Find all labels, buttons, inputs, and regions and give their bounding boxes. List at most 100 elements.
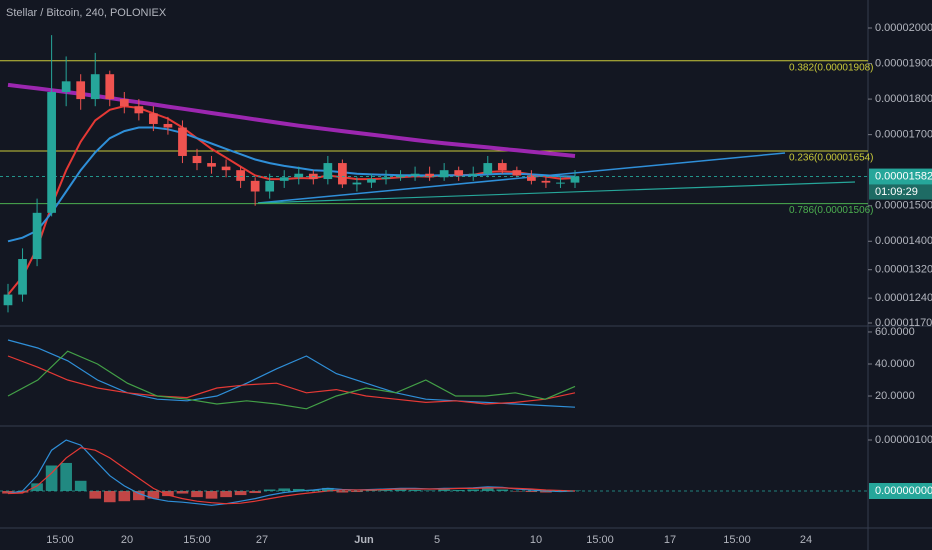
- time-label: 15:00: [586, 534, 614, 546]
- candle-body: [149, 113, 158, 124]
- time-label: 15:00: [723, 534, 751, 546]
- histogram-bar: [263, 489, 276, 491]
- candle-body: [221, 166, 231, 171]
- candle-body: [425, 173, 434, 178]
- candle-body: [381, 177, 391, 180]
- histogram-bar: [380, 489, 392, 491]
- y-tick-label: 0.00001500: [875, 200, 932, 212]
- histogram-bar: [162, 490, 174, 497]
- histogram-bar: [409, 489, 421, 491]
- y-tick-label: 0.00001700: [875, 129, 932, 141]
- fib-label: 0.786(0.00001506): [789, 205, 874, 216]
- candle-body: [294, 173, 304, 178]
- candle-body: [178, 127, 187, 156]
- time-label: 17: [664, 534, 676, 546]
- histogram-bar: [16, 490, 29, 493]
- candle-body: [468, 173, 478, 176]
- histogram-bar: [540, 490, 552, 493]
- time-label: 15:00: [183, 534, 211, 546]
- candle-body: [119, 99, 129, 107]
- time-label: 20: [121, 534, 133, 546]
- candle-body: [396, 175, 405, 178]
- line: [7, 126, 576, 243]
- candle-body: [367, 179, 376, 183]
- y-tick-label: 0.00001320: [875, 264, 932, 276]
- last-value-box: [869, 482, 932, 499]
- histogram-bar: [205, 490, 218, 499]
- candle-body: [32, 212, 42, 260]
- histogram-bar: [249, 490, 261, 494]
- histogram-bar: [191, 490, 203, 498]
- histogram-bar: [423, 490, 436, 491]
- line: [7, 339, 576, 408]
- y-tick-label: 0.00001170: [875, 317, 932, 329]
- candle-body: [338, 163, 347, 185]
- line: [7, 355, 576, 405]
- last-value-label: 0.00001582: [875, 170, 932, 182]
- candle-body: [541, 180, 551, 183]
- histogram-bar: [45, 465, 58, 491]
- line: [7, 439, 576, 506]
- histogram-bar: [89, 490, 102, 499]
- y-tick-label: 0.00001240: [875, 292, 932, 304]
- histogram-bar: [351, 490, 363, 493]
- trend-line: [257, 181, 856, 204]
- histogram-bar: [525, 490, 538, 493]
- line: [7, 105, 576, 296]
- candle-body: [352, 182, 362, 185]
- candle-body: [76, 81, 86, 100]
- y-tick-label: 0.00000100: [875, 434, 932, 446]
- histogram-bar: [31, 483, 43, 491]
- histogram-bar: [452, 489, 465, 491]
- last-value-box: [869, 168, 932, 185]
- candle-body: [47, 91, 56, 213]
- candle-body: [18, 259, 27, 295]
- y-tick-label: 0.00001800: [875, 93, 932, 105]
- time-label: 10: [530, 534, 542, 546]
- line: [7, 350, 576, 410]
- candle-body: [134, 106, 144, 114]
- line: [7, 82, 576, 158]
- time-label: 15:00: [46, 534, 74, 546]
- candle-body: [90, 74, 100, 100]
- candle-body: [323, 163, 333, 180]
- histogram-bar: [394, 488, 407, 491]
- histogram-bar: [496, 489, 509, 491]
- candle-body: [207, 163, 216, 167]
- histogram-bar: [292, 488, 305, 491]
- y-tick-label: 0.00001900: [875, 57, 932, 69]
- candle-body: [454, 170, 464, 176]
- candle-body: [236, 170, 245, 181]
- histogram-bar: [278, 488, 291, 491]
- trend-line: [257, 152, 786, 204]
- histogram-bar: [74, 480, 87, 491]
- candle-body: [439, 170, 449, 178]
- candle-body: [483, 163, 493, 174]
- histogram-bar: [147, 490, 160, 499]
- fib-label: 0.236(0.00001654): [789, 153, 874, 164]
- y-tick-label: 20.0000: [875, 390, 915, 402]
- candle-body: [570, 176, 580, 183]
- candle-body: [527, 175, 536, 181]
- histogram-bar: [467, 489, 480, 491]
- candle-body: [250, 180, 260, 192]
- candle-body: [556, 182, 565, 184]
- candle-body: [192, 155, 202, 164]
- countdown: 01:09:29: [875, 186, 918, 198]
- candle-body: [410, 173, 420, 176]
- fib-label: 0.382(0.00001908): [789, 62, 874, 73]
- histogram-bar: [133, 490, 145, 501]
- candle-body: [105, 74, 115, 100]
- histogram-bar: [438, 489, 450, 491]
- candle-body: [265, 180, 275, 192]
- histogram-bar: [234, 490, 247, 496]
- y-tick-label: 60.0000: [875, 326, 915, 338]
- y-tick-label: 40.0000: [875, 358, 915, 370]
- time-label: 24: [800, 534, 812, 546]
- histogram-bar: [118, 490, 131, 502]
- last-value-label: 0.00000000: [875, 485, 932, 497]
- histogram-bar: [322, 487, 334, 491]
- line: [7, 447, 576, 505]
- candle-body: [497, 163, 507, 171]
